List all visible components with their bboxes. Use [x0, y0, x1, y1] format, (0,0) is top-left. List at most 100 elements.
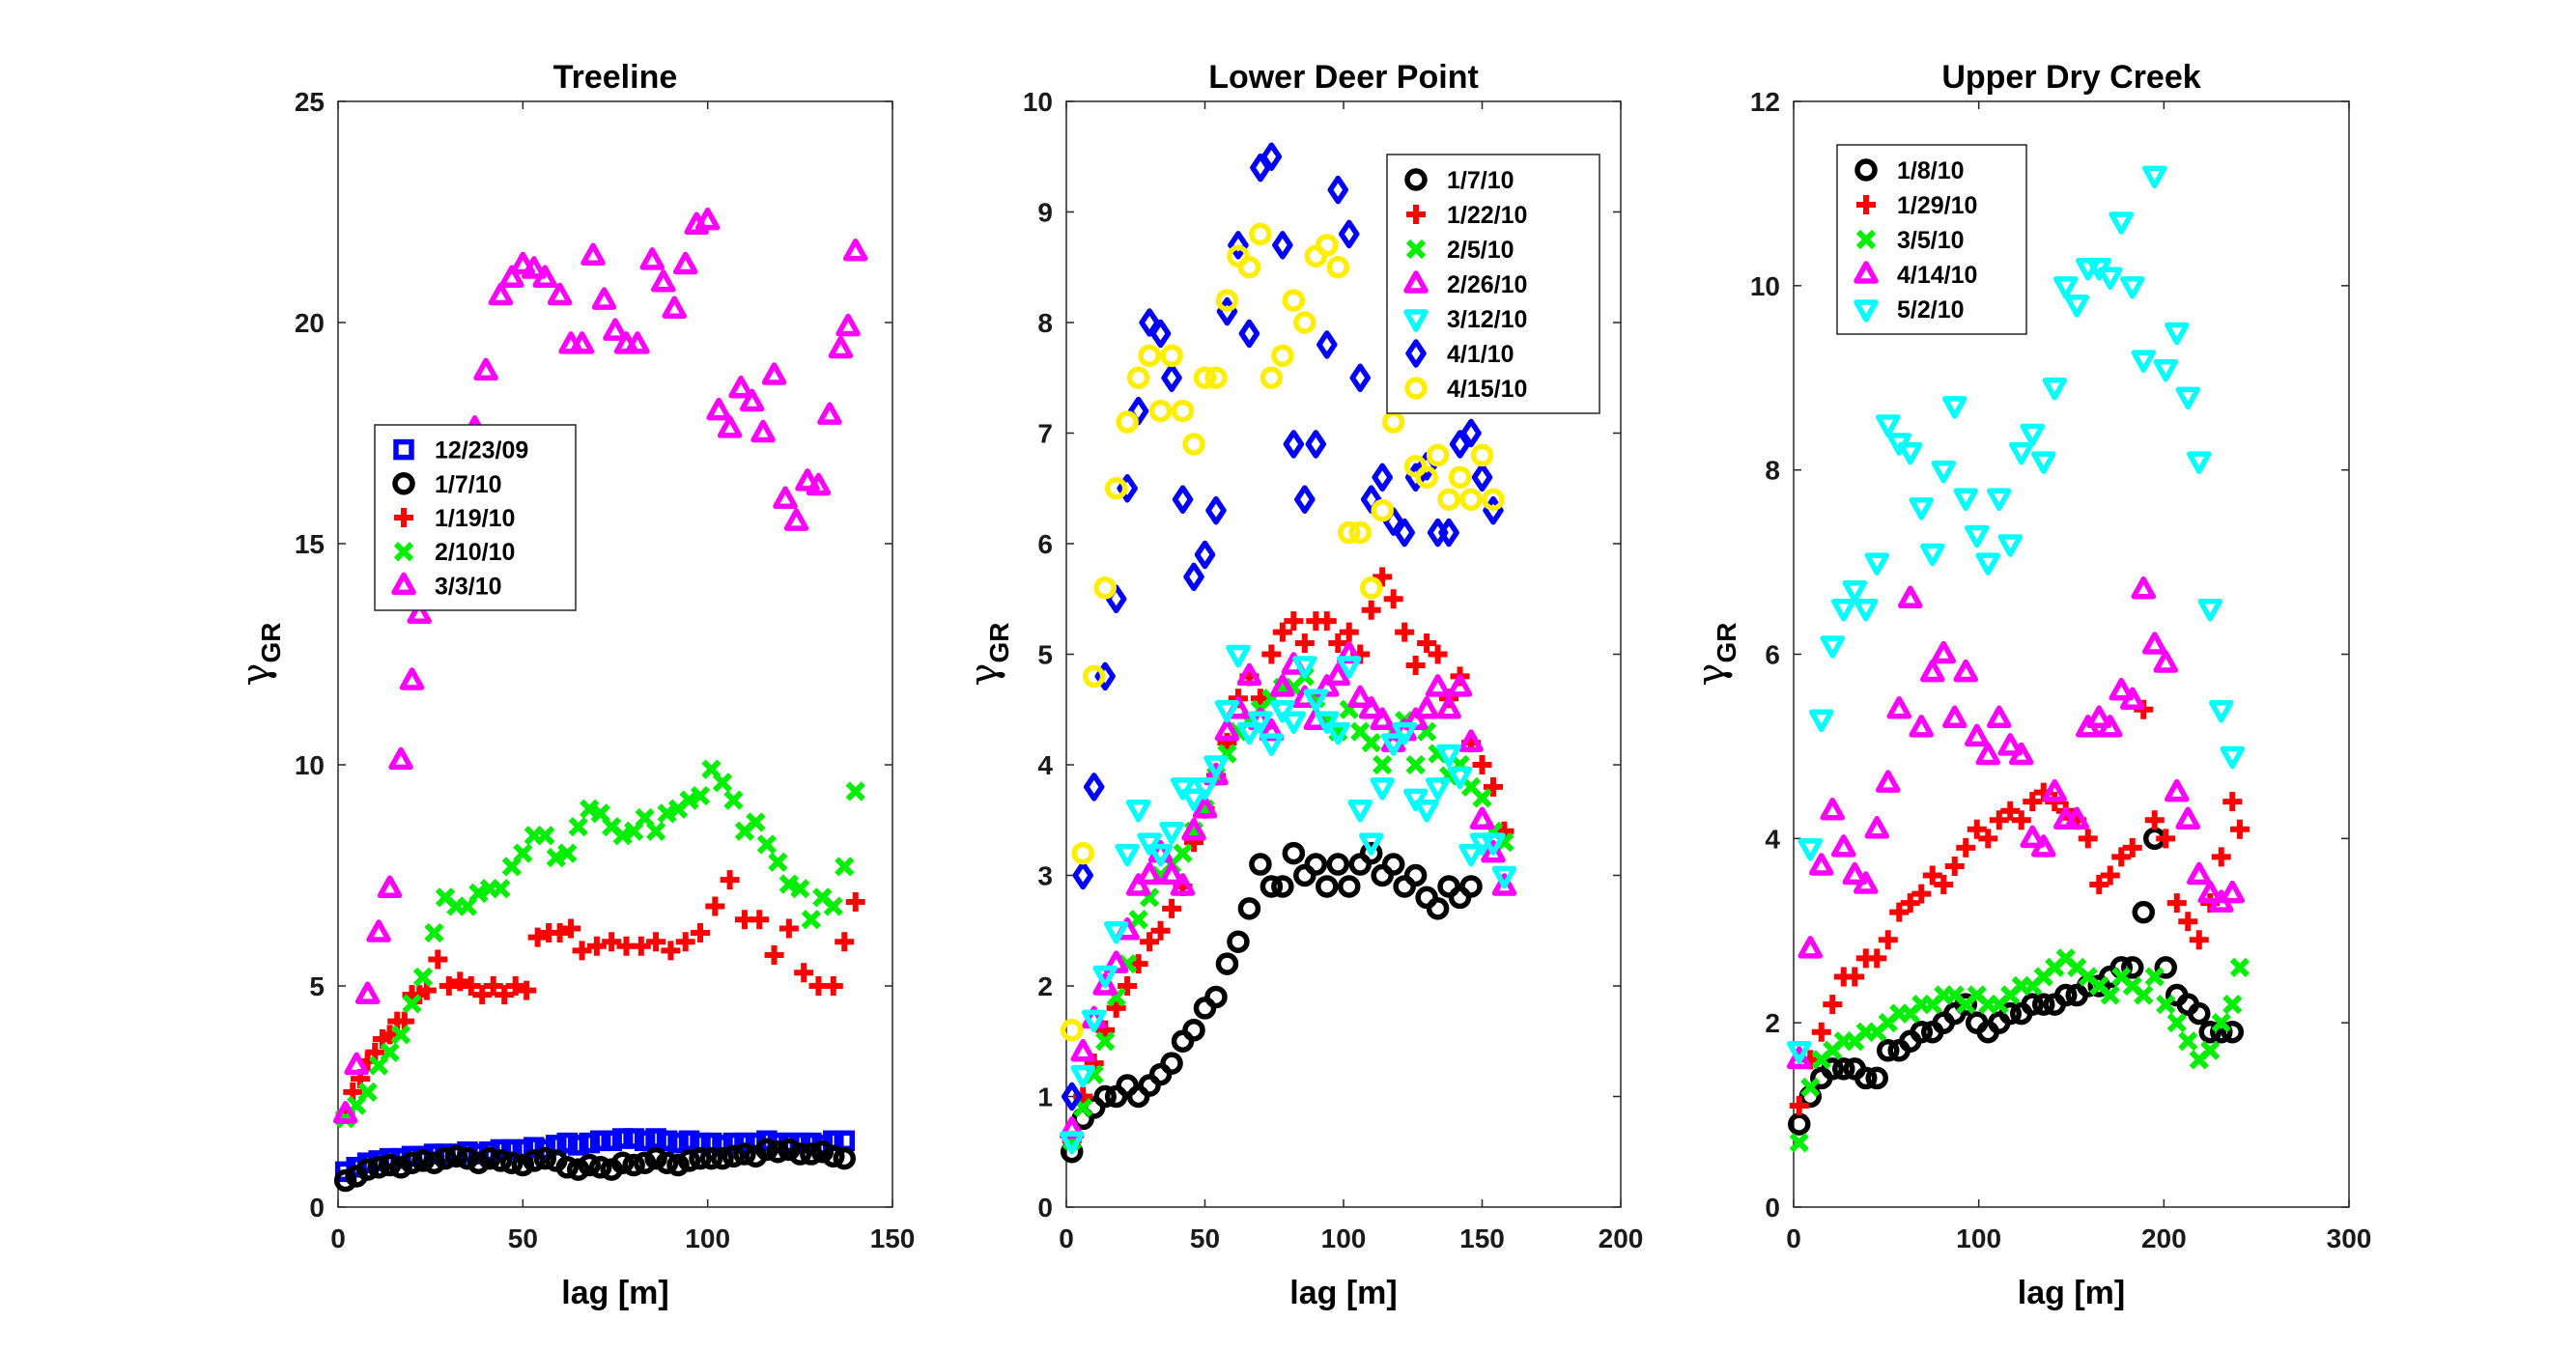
- legend-label: 5/2/10: [1897, 296, 1965, 323]
- data-point: [513, 843, 533, 863]
- data-point: [1845, 967, 1865, 987]
- data-point: [1192, 777, 1218, 801]
- data-point: [689, 1146, 712, 1170]
- y-tick-label: 2: [1037, 971, 1053, 1001]
- data-point: [473, 357, 498, 381]
- data-point: [2165, 778, 2190, 802]
- data-point: [1460, 418, 1482, 448]
- data-point: [1876, 414, 1901, 437]
- data-point: [788, 1142, 812, 1166]
- data-point: [378, 1153, 402, 1177]
- data-point: [2064, 295, 2089, 318]
- data-point: [354, 981, 381, 1004]
- data-point: [1395, 622, 1415, 642]
- data-point: [1931, 640, 1956, 664]
- data-point: [2020, 423, 2045, 447]
- data-point: [603, 318, 628, 341]
- data-point: [1316, 611, 1337, 632]
- data-point: [1147, 843, 1174, 867]
- data-point: [1071, 841, 1094, 865]
- data-point: [1305, 430, 1327, 459]
- data-point: [2220, 745, 2245, 770]
- legend-label: 1/7/10: [435, 471, 502, 498]
- data-point: [612, 826, 633, 846]
- data-point: [778, 918, 799, 939]
- data-point: [806, 472, 832, 496]
- data-point: [1898, 441, 1923, 465]
- data-point: [488, 282, 514, 306]
- data-point: [1469, 806, 1495, 830]
- data-point: [400, 1151, 424, 1174]
- plot-area: [337, 100, 893, 1208]
- data-point: [2109, 677, 2134, 701]
- data-point: [1405, 754, 1426, 775]
- data-point: [1436, 744, 1461, 768]
- data-point: [645, 821, 666, 841]
- chart-panel-lower-deer-point: 0 50 100 150 200 0 1 2 3 4 5 6 7 8 9 10 Lower Deer Point…: [962, 59, 1643, 1311]
- y-tick-label: 9: [1037, 198, 1053, 228]
- data-point: [672, 251, 698, 275]
- data-point: [1447, 674, 1473, 697]
- data-point: [1328, 633, 1348, 654]
- x-axis-label: lag [m]: [1289, 1275, 1397, 1311]
- data-point: [2131, 576, 2156, 600]
- series-5-2-10: [1787, 165, 2245, 1064]
- data-point: [655, 1151, 679, 1174]
- data-point: [1403, 863, 1428, 887]
- data-point: [1394, 518, 1415, 548]
- data-point: [533, 1146, 557, 1170]
- data-point: [1172, 485, 1194, 514]
- data-point: [1865, 1066, 1888, 1090]
- data-point: [424, 922, 444, 943]
- data-point: [2144, 810, 2165, 830]
- data-point: [505, 976, 525, 996]
- data-point: [569, 331, 595, 354]
- data-point: [750, 419, 776, 443]
- data-point: [2131, 350, 2156, 373]
- data-point: [1128, 910, 1148, 930]
- legend-marker-1-7-10: [392, 472, 415, 495]
- data-point: [679, 790, 699, 810]
- series-3-12-10: [1059, 644, 1517, 1155]
- data-point: [467, 1151, 491, 1174]
- legend-marker-4-15-10: [1404, 377, 1428, 400]
- data-point: [1381, 853, 1405, 876]
- data-point: [662, 295, 687, 320]
- data-point: [2053, 276, 2079, 299]
- data-point: [1491, 865, 1517, 889]
- data-point: [2142, 165, 2167, 189]
- data-point: [734, 1132, 755, 1154]
- data-point: [1789, 1133, 1809, 1153]
- data-point: [1237, 256, 1261, 279]
- data-point: [656, 1130, 678, 1152]
- data-point: [2042, 378, 2067, 401]
- data-point: [1392, 721, 1417, 745]
- data-point: [402, 994, 422, 1014]
- data-point: [2211, 847, 2231, 867]
- data-point: [1303, 689, 1329, 713]
- legend: 1/7/10 1/22/10 2/5/10 2/26/10 3/12/10 4/1/10 4…: [1386, 154, 1600, 414]
- data-point: [390, 1025, 411, 1045]
- data-point: [1092, 972, 1118, 996]
- y-tick-label: 0: [309, 1193, 325, 1223]
- data-point: [2187, 451, 2212, 474]
- data-point: [1358, 832, 1384, 856]
- data-point: [566, 1158, 590, 1181]
- y-axis-label-symbol: γ: [962, 663, 1006, 687]
- y-tick-label: 0: [1037, 1193, 1053, 1223]
- data-point: [1162, 898, 1182, 918]
- data-point: [389, 1156, 412, 1179]
- y-tick-label: 6: [1037, 529, 1053, 559]
- data-point: [1491, 873, 1517, 896]
- data-point: [366, 919, 391, 942]
- data-point: [1237, 897, 1261, 920]
- data-point: [1272, 231, 1293, 260]
- data-point: [1910, 1020, 1933, 1044]
- data-point: [556, 1132, 579, 1154]
- data-point: [1182, 1019, 1205, 1042]
- data-point: [1070, 1038, 1095, 1062]
- data-point: [1339, 622, 1359, 642]
- data-point: [1348, 520, 1372, 545]
- data-point: [1204, 366, 1228, 389]
